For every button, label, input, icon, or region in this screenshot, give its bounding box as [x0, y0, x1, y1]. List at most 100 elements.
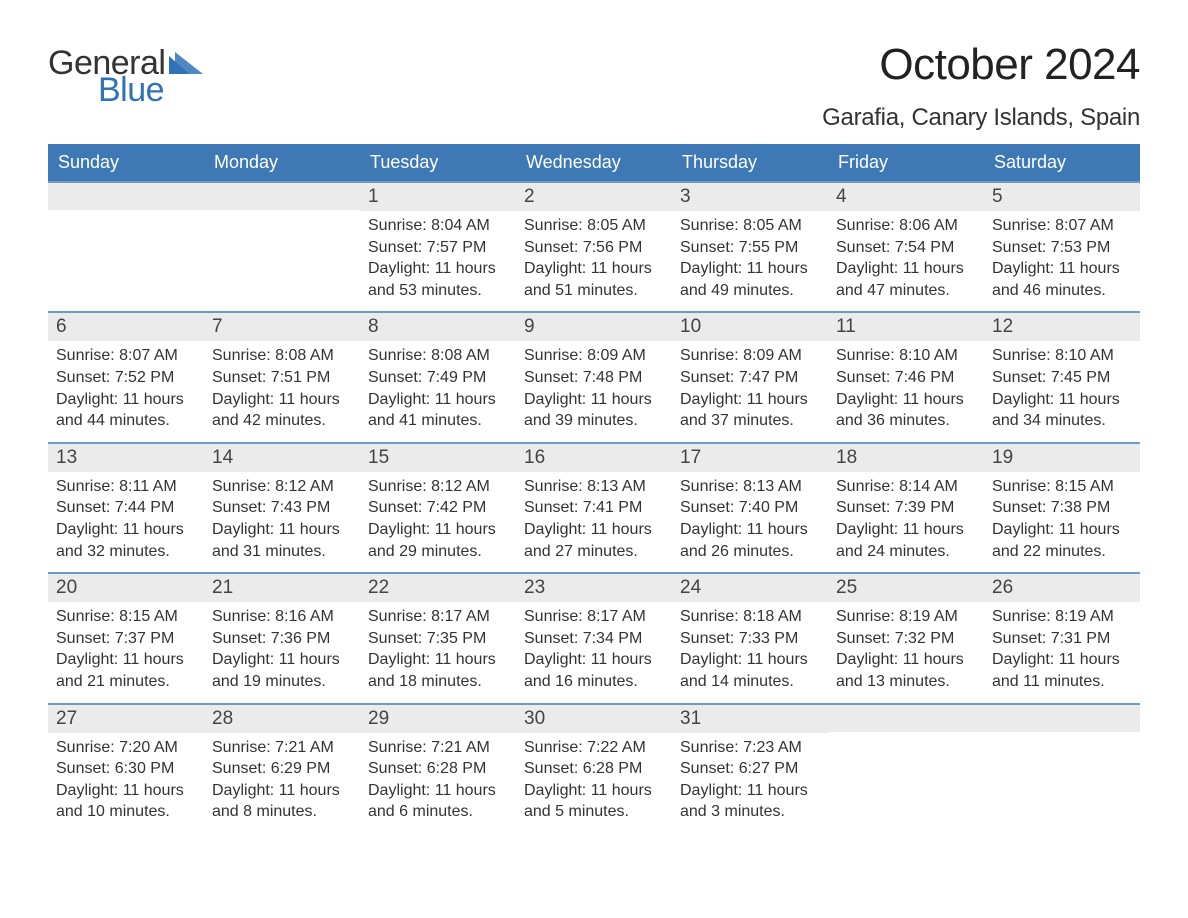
daylight-text: Daylight: 11 hours and 22 minutes. [992, 519, 1132, 562]
day-body: Sunrise: 8:18 AMSunset: 7:33 PMDaylight:… [672, 602, 828, 702]
day-number: 15 [360, 444, 516, 472]
sunrise-text: Sunrise: 8:19 AM [836, 606, 976, 628]
sunset-text: Sunset: 7:49 PM [368, 367, 508, 389]
day-body: Sunrise: 8:15 AMSunset: 7:38 PMDaylight:… [984, 472, 1140, 572]
day-number: 26 [984, 574, 1140, 602]
day-number: 7 [204, 313, 360, 341]
day-body: Sunrise: 8:09 AMSunset: 7:48 PMDaylight:… [516, 341, 672, 441]
sunset-text: Sunset: 6:29 PM [212, 758, 352, 780]
day-cell: 29Sunrise: 7:21 AMSunset: 6:28 PMDayligh… [360, 705, 516, 833]
week-row: 6Sunrise: 8:07 AMSunset: 7:52 PMDaylight… [48, 311, 1140, 441]
day-body [204, 210, 360, 224]
day-body: Sunrise: 8:14 AMSunset: 7:39 PMDaylight:… [828, 472, 984, 572]
sunset-text: Sunset: 7:41 PM [524, 497, 664, 519]
sunset-text: Sunset: 7:53 PM [992, 237, 1132, 259]
daylight-text: Daylight: 11 hours and 34 minutes. [992, 389, 1132, 432]
daylight-text: Daylight: 11 hours and 10 minutes. [56, 780, 196, 823]
sunset-text: Sunset: 7:51 PM [212, 367, 352, 389]
location-subtitle: Garafia, Canary Islands, Spain [822, 104, 1140, 132]
daylight-text: Daylight: 11 hours and 21 minutes. [56, 649, 196, 692]
day-number: 31 [672, 705, 828, 733]
day-body: Sunrise: 7:22 AMSunset: 6:28 PMDaylight:… [516, 733, 672, 833]
day-body: Sunrise: 8:19 AMSunset: 7:32 PMDaylight:… [828, 602, 984, 702]
sunset-text: Sunset: 7:45 PM [992, 367, 1132, 389]
sunset-text: Sunset: 7:33 PM [680, 628, 820, 650]
daylight-text: Daylight: 11 hours and 18 minutes. [368, 649, 508, 692]
sunrise-text: Sunrise: 8:12 AM [368, 476, 508, 498]
sunrise-text: Sunrise: 7:21 AM [212, 737, 352, 759]
day-cell: 14Sunrise: 8:12 AMSunset: 7:43 PMDayligh… [204, 444, 360, 572]
daylight-text: Daylight: 11 hours and 24 minutes. [836, 519, 976, 562]
daylight-text: Daylight: 11 hours and 44 minutes. [56, 389, 196, 432]
sunrise-text: Sunrise: 8:04 AM [368, 215, 508, 237]
day-cell: 15Sunrise: 8:12 AMSunset: 7:42 PMDayligh… [360, 444, 516, 572]
day-cell: 5Sunrise: 8:07 AMSunset: 7:53 PMDaylight… [984, 183, 1140, 311]
day-body: Sunrise: 7:23 AMSunset: 6:27 PMDaylight:… [672, 733, 828, 833]
day-number: 27 [48, 705, 204, 733]
day-number: 1 [360, 183, 516, 211]
daylight-text: Daylight: 11 hours and 46 minutes. [992, 258, 1132, 301]
daylight-text: Daylight: 11 hours and 37 minutes. [680, 389, 820, 432]
day-number: 17 [672, 444, 828, 472]
sunrise-text: Sunrise: 8:11 AM [56, 476, 196, 498]
day-cell: 24Sunrise: 8:18 AMSunset: 7:33 PMDayligh… [672, 574, 828, 702]
day-number: 6 [48, 313, 204, 341]
sunrise-text: Sunrise: 8:17 AM [524, 606, 664, 628]
day-body: Sunrise: 8:05 AMSunset: 7:56 PMDaylight:… [516, 211, 672, 311]
sunrise-text: Sunrise: 8:10 AM [992, 345, 1132, 367]
day-cell: 9Sunrise: 8:09 AMSunset: 7:48 PMDaylight… [516, 313, 672, 441]
day-number: 11 [828, 313, 984, 341]
header: General Blue October 2024 Garafia, Canar… [48, 40, 1140, 132]
day-number [48, 183, 204, 210]
sunset-text: Sunset: 7:46 PM [836, 367, 976, 389]
sunset-text: Sunset: 7:54 PM [836, 237, 976, 259]
day-number: 29 [360, 705, 516, 733]
daylight-text: Daylight: 11 hours and 42 minutes. [212, 389, 352, 432]
week-row: 1 Sunrise: 8:04 AMSunset: 7:57 PM Daylight… [48, 181, 1140, 311]
daylight-text: Daylight: 11 hours and 19 minutes. [212, 649, 352, 692]
day-number: 28 [204, 705, 360, 733]
daylight-text: Daylight: 11 hours and 26 minutes. [680, 519, 820, 562]
dow-monday: Monday [204, 144, 360, 181]
dow-thursday: Thursday [672, 144, 828, 181]
sunrise-text: Sunrise: 8:13 AM [524, 476, 664, 498]
day-cell: 21Sunrise: 8:16 AMSunset: 7:36 PMDayligh… [204, 574, 360, 702]
daylight-text: Daylight: 11 hours and 5 minutes. [524, 780, 664, 823]
day-cell: 28 Sunrise: 7:21 AMSunset: 6:29 PMDayligh… [204, 705, 360, 833]
sunset-text: Sunset: 7:52 PM [56, 367, 196, 389]
day-cell: 7Sunrise: 8:08 AMSunset: 7:51 PMDaylight… [204, 313, 360, 441]
day-cell: 26Sunrise: 8:19 AMSunset: 7:31 PMDayligh… [984, 574, 1140, 702]
day-cell: 13Sunrise: 8:11 AMSunset: 7:44 PMDayligh… [48, 444, 204, 572]
day-cell: 1Sunrise: 8:04 AMSunset: 7:57 PMDaylight… [360, 183, 516, 311]
day-cell: 8Sunrise: 8:08 AMSunset: 7:49 PMDaylight… [360, 313, 516, 441]
dow-wednesday: Wednesday [516, 144, 672, 181]
daylight-text: Daylight: 11 hours and 13 minutes. [836, 649, 976, 692]
sunset-text: Sunset: 7:35 PM [368, 628, 508, 650]
sunrise-text: Sunrise: 8:08 AM [212, 345, 352, 367]
sunrise-text: Sunrise: 7:23 AM [680, 737, 820, 759]
day-cell: 22Sunrise: 8:17 AMSunset: 7:35 PMDayligh… [360, 574, 516, 702]
daylight-text: Daylight: 11 hours and 36 minutes. [836, 389, 976, 432]
day-number: 20 [48, 574, 204, 602]
daylight-text: Daylight: 11 hours and 51 minutes. [524, 258, 664, 301]
day-body: Sunrise: 8:17 AMSunset: 7:34 PMDaylight:… [516, 602, 672, 702]
day-number: 9 [516, 313, 672, 341]
sunset-text: Sunset: 6:28 PM [524, 758, 664, 780]
day-body: Sunrise: 8:07 AMSunset: 7:53 PMDaylight:… [984, 211, 1140, 311]
sunset-text: Sunset: 7:57 PM [368, 237, 508, 259]
day-body: Sunrise: 8:19 AMSunset: 7:31 PMDaylight:… [984, 602, 1140, 702]
dow-friday: Friday [828, 144, 984, 181]
sunrise-text: Sunrise: 8:12 AM [212, 476, 352, 498]
sunset-text: Sunset: 7:37 PM [56, 628, 196, 650]
day-cell [204, 183, 360, 311]
logo: General Blue [48, 40, 203, 110]
daylight-text: Daylight: 11 hours and 8 minutes. [212, 780, 352, 823]
day-number: 23 [516, 574, 672, 602]
day-body [828, 732, 984, 746]
day-number: 3 [672, 183, 828, 211]
day-body: Sunrise: 8:10 AMSunset: 7:46 PMDaylight:… [828, 341, 984, 441]
day-cell: 31Sunrise: 7:23 AMSunset: 6:27 PMDayligh… [672, 705, 828, 833]
day-cell [48, 183, 204, 311]
daylight-text: Daylight: 11 hours and 14 minutes. [680, 649, 820, 692]
day-body: Sunrise: 8:08 AMSunset: 7:51 PMDaylight:… [204, 341, 360, 441]
